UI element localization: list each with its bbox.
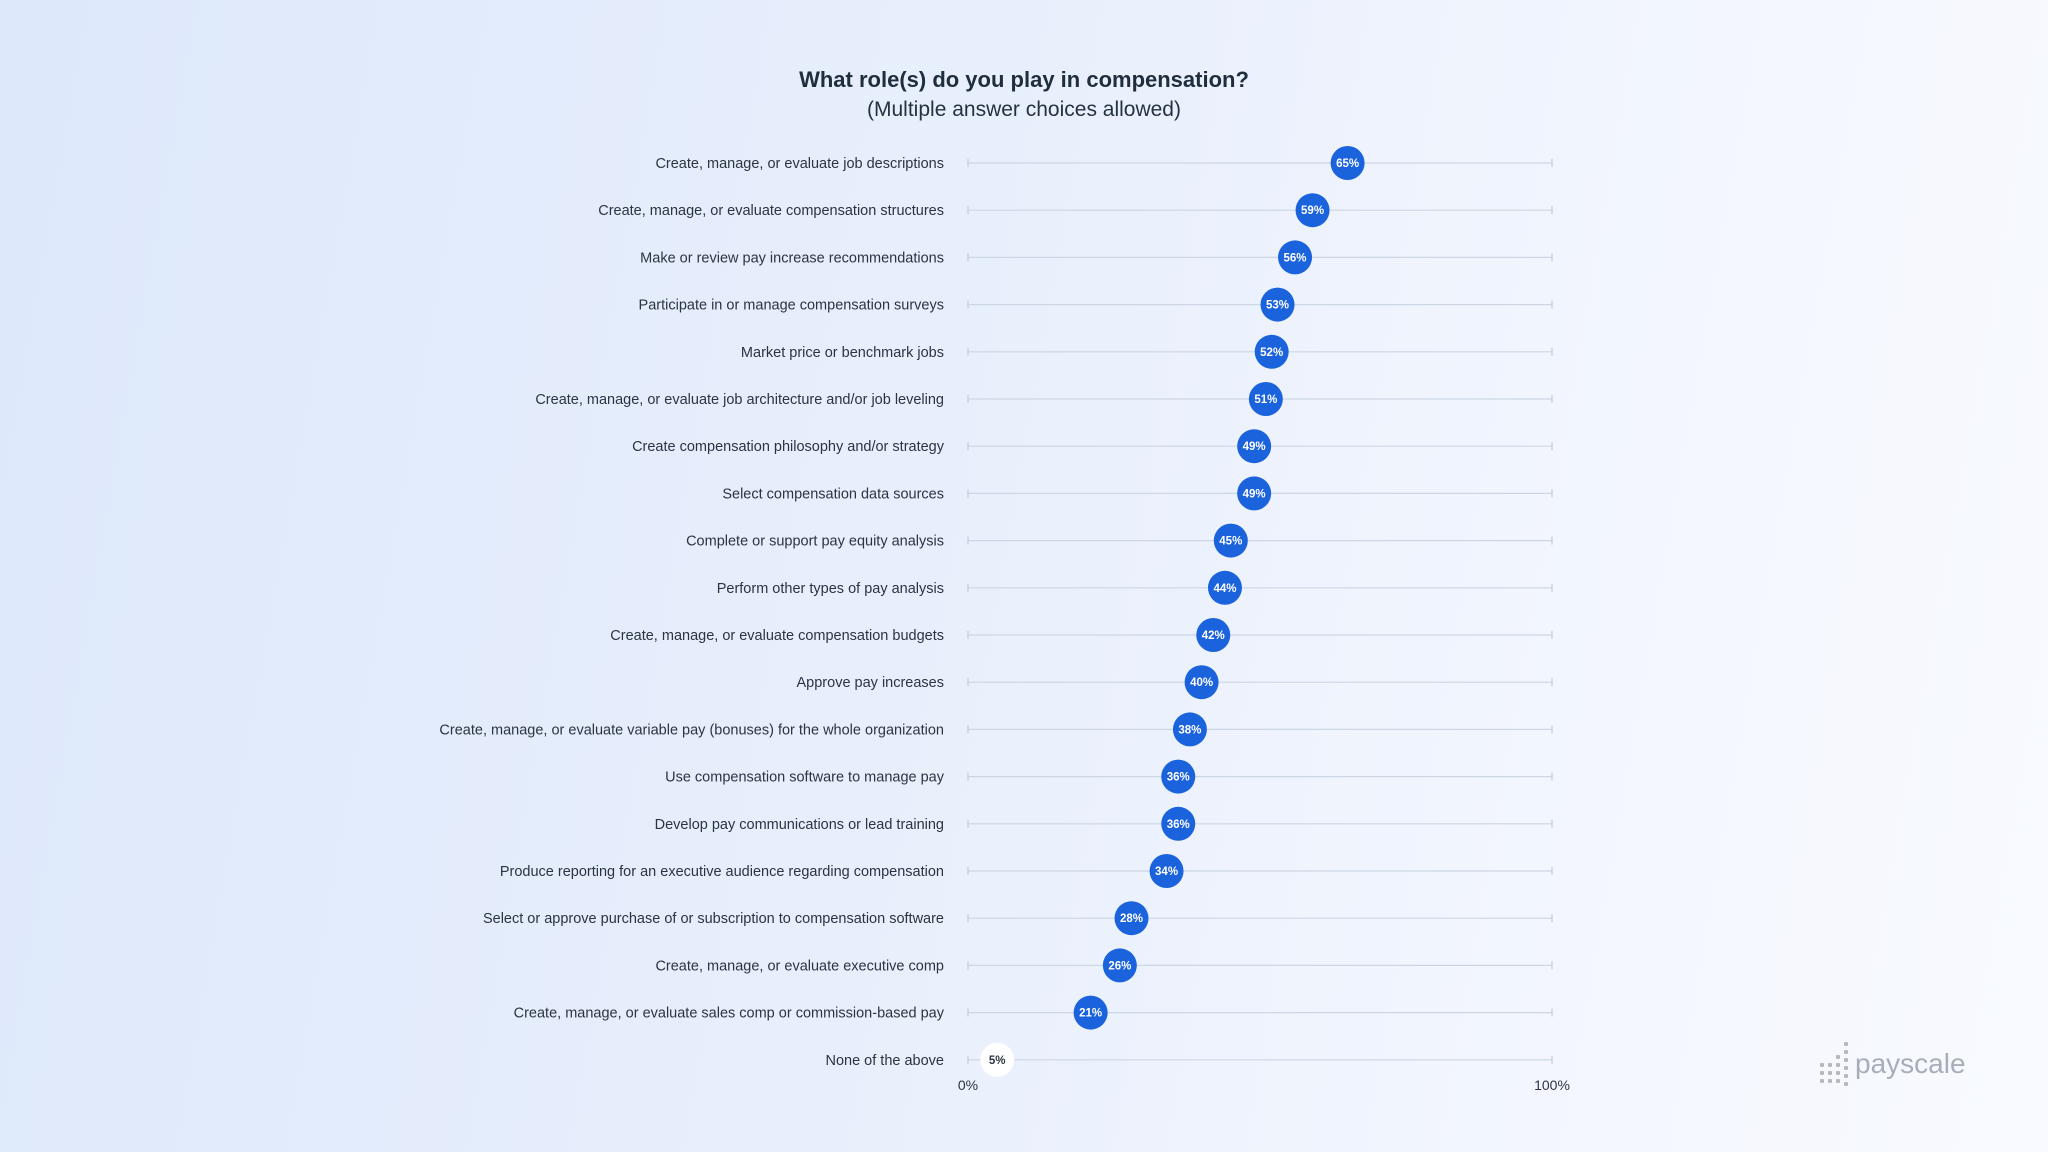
data-point [1260,287,1295,322]
x-axis-tick-max: 100% [1534,1077,1570,1093]
data-point [1073,995,1108,1030]
chart-row: Make or review pay increase recommendati… [640,240,1553,275]
data-point [1207,570,1242,605]
chart-row: Complete or support pay equity analysis 4… [686,523,1553,558]
category-label: Select compensation data sources [722,486,944,502]
data-label: 40% [1190,677,1213,689]
data-point [1295,193,1330,228]
category-label: Produce reporting for an executive audie… [500,864,944,880]
chart-row: Create, manage, or evaluate job architec… [535,382,1553,416]
chart-row: Create, manage, or evaluate executive co… [655,948,1553,983]
x-axis-tick-min: 0% [958,1077,978,1093]
chart-row: Create, manage, or evaluate variable pay… [439,712,1553,747]
category-label: None of the above [825,1053,944,1069]
data-label: 65% [1336,158,1359,170]
category-label: Participate in or manage compensation su… [639,298,944,314]
data-label: 34% [1155,866,1178,878]
payscale-logo: payscale [1820,1040,1980,1088]
data-label: 49% [1243,441,1266,453]
category-label: Create, manage, or evaluate sales comp o… [514,1006,945,1022]
chart-row: Create, manage, or evaluate compensation… [610,618,1553,652]
logo-text: payscale [1855,1048,1966,1079]
data-label: 38% [1178,724,1201,736]
data-label: 26% [1108,960,1131,972]
data-label: 36% [1167,819,1190,831]
data-label: 44% [1213,583,1236,595]
payscale-wordmark: payscale [1855,1048,1966,1079]
category-label: Market price or benchmark jobs [741,345,944,361]
data-point [1237,476,1272,511]
category-label: Create, manage, or evaluate job descript… [655,156,944,172]
data-point [1149,854,1184,888]
data-point [980,1042,1015,1077]
category-label: Use compensation software to manage pay [665,770,945,786]
data-label: 45% [1219,536,1242,548]
category-label: Create, manage, or evaluate job architec… [535,392,944,408]
data-label: 36% [1167,772,1190,784]
category-label: Create compensation philosophy and/or st… [632,439,945,455]
category-label: Create, manage, or evaluate executive co… [655,958,944,974]
data-point [1254,334,1289,369]
chart-rows: Create, manage, or evaluate job descript… [439,146,1553,1077]
chart-row: Market price or benchmark jobs 52% [741,334,1553,369]
chart-row: Create, manage, or evaluate compensation… [598,193,1553,228]
data-point [1237,429,1272,464]
chart-row: Use compensation software to manage pay 3… [665,759,1553,794]
data-label: 28% [1120,913,1143,925]
data-point [1161,806,1196,841]
data-point [1196,618,1231,652]
chart-row: Create, manage, or evaluate sales comp o… [514,995,1553,1030]
chart-row: Create compensation philosophy and/or st… [632,429,1553,464]
data-label: 42% [1202,630,1225,642]
payscale-logo-mark-icon [1820,1042,1848,1086]
category-label: Create, manage, or evaluate compensation… [598,203,944,219]
data-point [1161,759,1196,794]
category-label: Create, manage, or evaluate variable pay… [439,722,944,738]
data-point [1114,901,1149,936]
data-label: 59% [1301,205,1324,217]
data-point [1278,240,1313,275]
chart-row: Develop pay communications or lead train… [655,806,1553,841]
chart-subtitle: (Multiple answer choices allowed) [867,98,1181,121]
data-label: 56% [1284,252,1307,264]
data-label: 52% [1260,347,1283,359]
category-label: Create, manage, or evaluate compensation… [610,628,944,644]
chart-row: Participate in or manage compensation su… [639,287,1553,322]
data-point [1102,948,1137,983]
chart-row: None of the above 5% [825,1042,1553,1077]
data-label: 53% [1266,300,1289,312]
data-point [1172,712,1207,747]
category-label: Select or approve purchase of or subscri… [483,911,944,927]
chart-row: Create, manage, or evaluate job descript… [655,146,1553,180]
chart-row: Select or approve purchase of or subscri… [483,901,1553,936]
chart-row: Select compensation data sources 49% [722,476,1553,511]
data-label: 5% [989,1055,1006,1067]
data-label: 51% [1254,394,1277,406]
data-point [1248,382,1283,416]
category-label: Approve pay increases [797,675,945,691]
data-point [1184,665,1219,700]
chart-title: What role(s) do you play in compensation… [799,67,1249,92]
category-label: Complete or support pay equity analysis [686,534,944,550]
data-label: 49% [1243,488,1266,500]
data-point [1213,523,1248,558]
category-label: Perform other types of pay analysis [717,581,944,597]
chart-row: Approve pay increases 40% [797,665,1553,700]
chart-row: Perform other types of pay analysis 44% [717,570,1553,605]
category-label: Develop pay communications or lead train… [655,817,944,833]
chart-row: Produce reporting for an executive audie… [500,854,1553,888]
data-label: 21% [1079,1008,1102,1020]
category-label: Make or review pay increase recommendati… [640,250,944,266]
data-point [1330,146,1365,180]
